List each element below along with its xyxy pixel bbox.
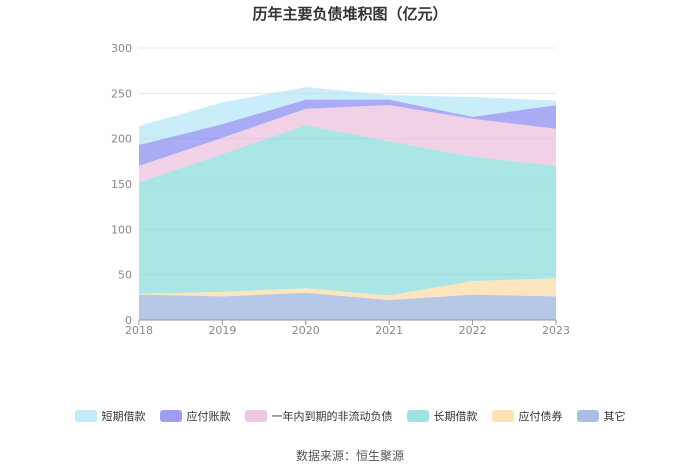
legend-swatch bbox=[74, 410, 97, 422]
legend-swatch bbox=[159, 410, 182, 422]
legend-label: 一年内到期的非流动负债 bbox=[271, 410, 393, 423]
area-series bbox=[139, 86, 556, 320]
area-应付债券 bbox=[139, 278, 556, 301]
axes: 0 50 100 150 200 250 300 2018 2019 2020 2021 2022 20… bbox=[111, 42, 570, 337]
stacked-area-chart: 0 50 100 150 200 250 300 2018 2019 2020 2021 2022 20… bbox=[111, 42, 570, 337]
legend-label: 其它 bbox=[603, 410, 626, 423]
y-tick-label: 200 bbox=[111, 133, 132, 146]
area-短期借款 bbox=[139, 86, 556, 146]
legend-swatch bbox=[244, 410, 267, 422]
y-tick-label: 100 bbox=[111, 223, 132, 236]
legend: 短期借款 应付账款 一年内到期的非流动负债 长期借款 应付债券 其它 bbox=[0, 408, 700, 424]
y-tick-label: 250 bbox=[111, 87, 132, 100]
legend-swatch bbox=[406, 410, 429, 422]
x-tick-label: 2019 bbox=[208, 324, 236, 337]
x-tick-label: 2023 bbox=[542, 324, 570, 337]
y-tick-label: 150 bbox=[111, 178, 132, 191]
x-tick-label: 2018 bbox=[125, 324, 153, 337]
area-应付账款 bbox=[139, 99, 556, 166]
source-note: 数据来源：恒生聚源 bbox=[295, 449, 404, 463]
legend-item[interactable]: 一年内到期的非流动负债 bbox=[244, 408, 393, 424]
y-tick-label: 0 bbox=[125, 314, 132, 327]
legend-item[interactable]: 短期借款 bbox=[74, 408, 146, 424]
legend-item[interactable]: 应付账款 bbox=[159, 408, 231, 424]
legend-swatch bbox=[491, 410, 514, 422]
legend-swatch bbox=[576, 410, 599, 422]
legend-item[interactable]: 其它 bbox=[576, 408, 626, 424]
legend-item[interactable]: 长期借款 bbox=[406, 408, 478, 424]
legend-label: 应付账款 bbox=[186, 410, 231, 423]
x-tick-label: 2022 bbox=[459, 324, 487, 337]
y-tick-label: 300 bbox=[111, 42, 132, 55]
area-长期借款 bbox=[139, 125, 556, 296]
x-tick-label: 2020 bbox=[292, 324, 320, 337]
legend-item[interactable]: 应付债券 bbox=[491, 408, 563, 424]
y-tick-label: 50 bbox=[118, 269, 132, 282]
legend-label: 短期借款 bbox=[101, 410, 146, 423]
x-tick-label: 2021 bbox=[375, 324, 403, 337]
legend-label: 长期借款 bbox=[433, 410, 478, 423]
legend-label: 应付债券 bbox=[518, 410, 563, 423]
area-其它 bbox=[139, 292, 556, 320]
chart-title: 历年主要负债堆积图（亿元） bbox=[252, 5, 448, 23]
area-一年内到期的非流动负债 bbox=[139, 105, 556, 183]
